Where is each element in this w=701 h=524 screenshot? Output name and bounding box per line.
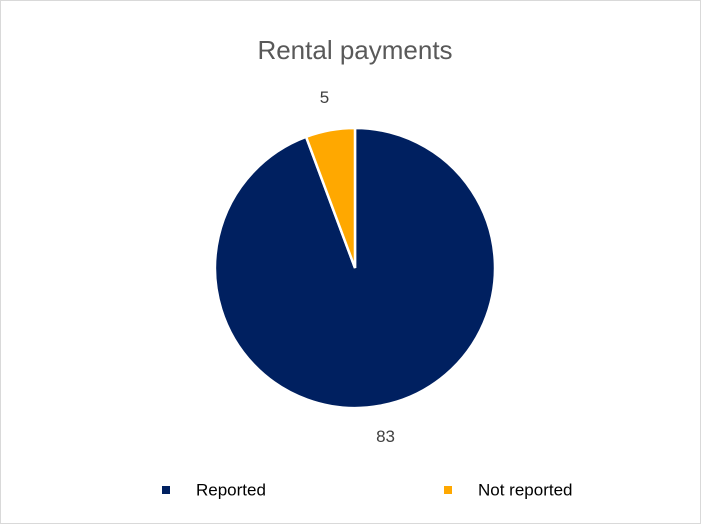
- pie-slice: [304, 126, 357, 269]
- legend-label: Not reported: [478, 480, 573, 499]
- data-label: 5: [320, 88, 329, 107]
- chart-title: Rental payments: [257, 35, 452, 65]
- legend-label: Reported: [196, 480, 266, 499]
- legend-swatch: [162, 486, 170, 494]
- legend-swatch: [444, 486, 452, 494]
- data-label: 83: [376, 427, 395, 446]
